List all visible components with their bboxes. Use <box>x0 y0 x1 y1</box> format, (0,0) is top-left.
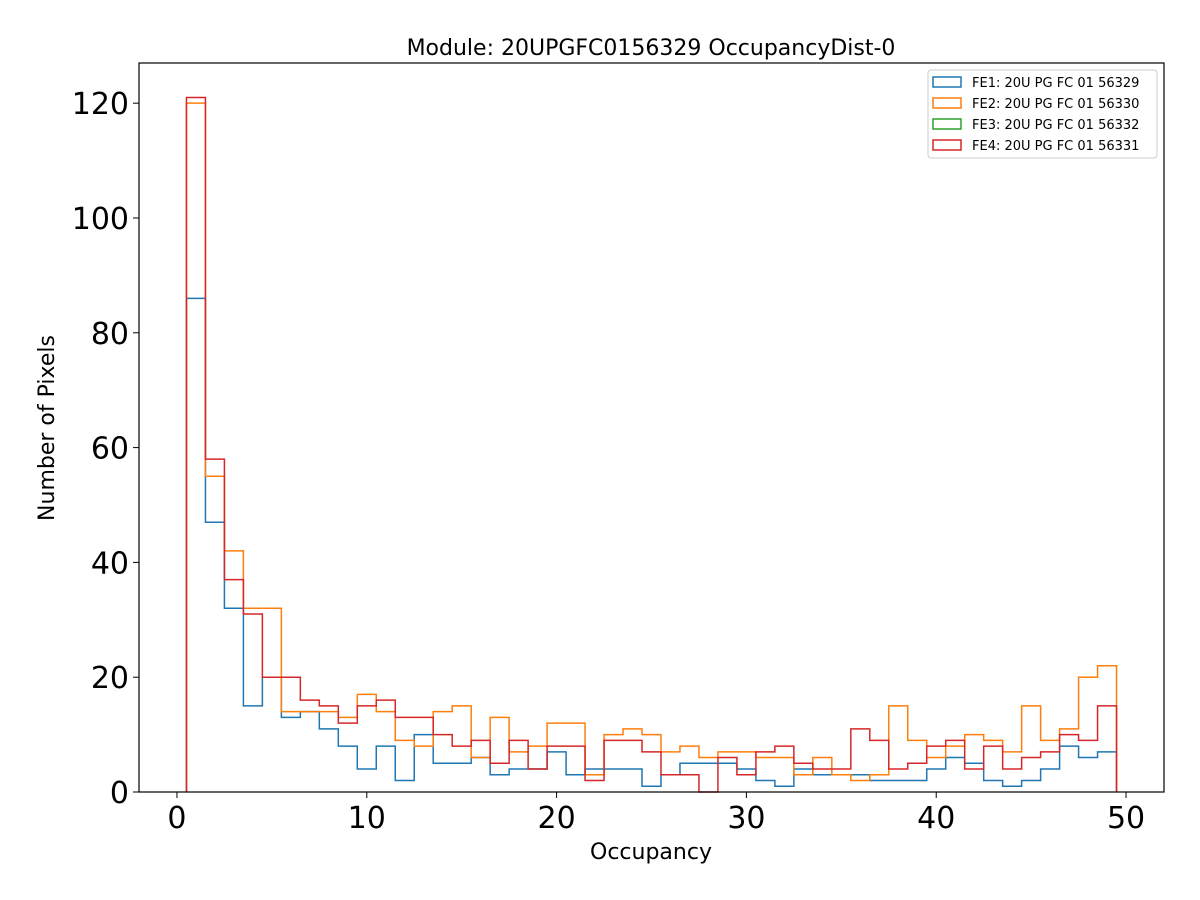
legend-swatch-1 <box>932 76 962 88</box>
legend-label-3: FE3: 20U PG FC 01 56332 <box>972 118 1139 133</box>
chart-title: Module: 20UPGFC0156329 OccupancyDist-0 <box>407 36 896 61</box>
x-tick-label: 30 <box>727 801 765 836</box>
legend-swatch-3 <box>932 118 962 130</box>
y-tick-label: 20 <box>91 661 129 696</box>
y-tick-label: 120 <box>72 87 129 122</box>
legend-frame <box>927 69 1158 159</box>
y-tick-label: 60 <box>91 432 129 467</box>
x-tick-label: 20 <box>537 801 575 836</box>
x-tick-label: 40 <box>917 801 955 836</box>
legend-label-2: FE2: 20U PG FC 01 56330 <box>972 97 1139 112</box>
legend-swatch-4 <box>932 139 962 151</box>
y-axis-label: Number of Pixels <box>35 335 60 521</box>
x-axis-label: Occupancy <box>590 840 712 865</box>
legend-swatch-2 <box>932 97 962 109</box>
legend-label-4: FE4: 20U PG FC 01 56331 <box>972 139 1139 154</box>
y-tick-label: 40 <box>91 546 129 581</box>
y-tick-label: 0 <box>110 776 129 811</box>
y-tick-label: 80 <box>91 317 129 352</box>
legend: FE1: 20U PG FC 01 56329 FE2: 20U PG FC 01… <box>927 69 1158 159</box>
y-tick-label: 100 <box>72 202 129 237</box>
x-tick-label: 10 <box>348 801 386 836</box>
plot-frame <box>138 62 1165 793</box>
legend-label-1: FE1: 20U PG FC 01 56329 <box>972 76 1139 91</box>
series-layer <box>185 96 1118 793</box>
x-tick-label: 50 <box>1107 801 1145 836</box>
series-4-histogram <box>185 96 1118 793</box>
x-tick-label: 0 <box>167 801 186 836</box>
ticks-layer: 0 10 20 30 40 50 0 20 40 60 80 100 120 <box>72 87 1145 836</box>
legend-entries: FE1: 20U PG FC 01 56329 FE2: 20U PG FC 01… <box>932 76 1139 154</box>
